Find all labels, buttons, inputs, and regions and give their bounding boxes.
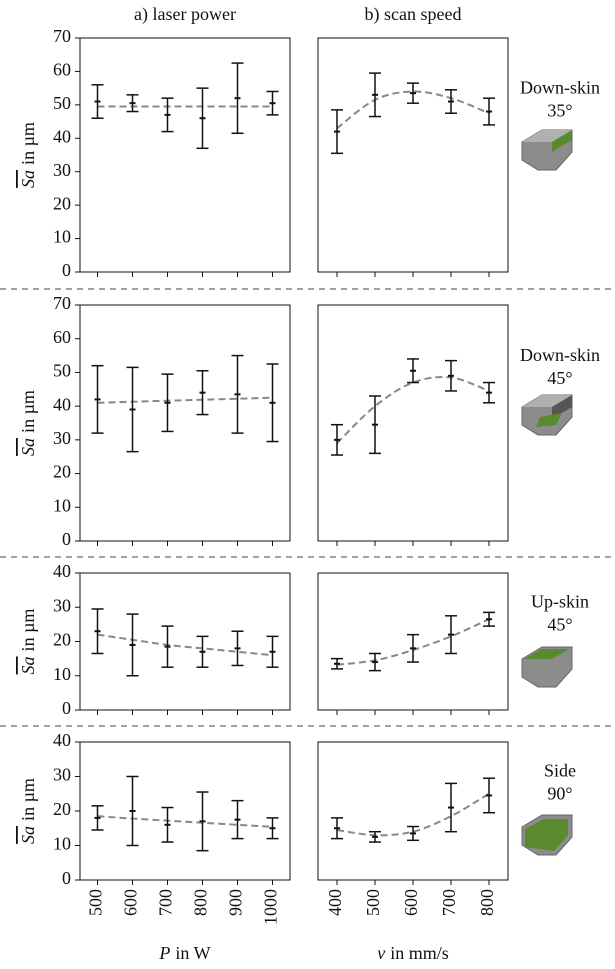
y-axis-symbol: Sa xyxy=(18,826,38,844)
y-tick-label: 20 xyxy=(53,799,71,819)
plot-frame xyxy=(317,37,509,273)
y-tick-label: 20 xyxy=(53,462,71,482)
row-label: 45° xyxy=(547,614,572,634)
plot-frame xyxy=(79,37,291,273)
row-label: 45° xyxy=(547,368,572,388)
y-axis-label: Sa in µm xyxy=(18,778,38,844)
fit-line xyxy=(97,633,273,657)
x-tick-label: 700 xyxy=(156,889,176,916)
x-tick-label: 800 xyxy=(477,889,497,916)
fit-line xyxy=(336,90,490,130)
plot-frame xyxy=(79,741,291,881)
row-label: Down-skin xyxy=(520,345,600,365)
specimen-icon xyxy=(521,814,573,856)
y-tick-label: 70 xyxy=(53,26,71,46)
plot-frame xyxy=(317,741,509,881)
y-tick-label: 0 xyxy=(62,529,71,549)
specimen-icon xyxy=(521,646,573,688)
y-axis-unit: in µm xyxy=(18,390,38,433)
row-label: Side xyxy=(544,760,576,780)
y-axis-unit: in µm xyxy=(18,122,38,165)
fit-line xyxy=(336,792,490,837)
x-tick-label: 1000 xyxy=(261,889,281,925)
y-tick-label: 30 xyxy=(53,765,71,785)
y-axis-label: Sa in µm xyxy=(18,390,38,456)
y-tick-label: 20 xyxy=(53,193,71,213)
y-tick-label: 60 xyxy=(53,327,71,347)
fit-line xyxy=(336,376,490,444)
row-label: 35° xyxy=(547,101,572,121)
x-tick-label: 900 xyxy=(226,889,246,916)
x-tick-label: 600 xyxy=(401,889,421,916)
y-tick-label: 30 xyxy=(53,160,71,180)
y-axis-symbol: Sa xyxy=(18,656,38,674)
specimen-icon xyxy=(521,129,573,171)
y-tick-label: 10 xyxy=(53,834,71,854)
x-axis-unit: in mm/s xyxy=(390,943,449,963)
y-axis-unit: in µm xyxy=(18,778,38,821)
y-tick-label: 0 xyxy=(62,698,71,718)
x-tick-label: 600 xyxy=(121,889,141,916)
x-axis-unit: in W xyxy=(175,943,210,963)
x-tick-label: 400 xyxy=(325,889,345,916)
plot-frame xyxy=(317,304,509,542)
y-tick-label: 20 xyxy=(53,630,71,650)
y-axis-symbol: Sa xyxy=(18,170,38,188)
y-tick-label: 40 xyxy=(53,561,71,581)
column-title: b) scan speed xyxy=(365,4,462,25)
y-axis-label: Sa in µm xyxy=(18,122,38,188)
row-label: Up-skin xyxy=(531,591,589,611)
plot-frame xyxy=(79,572,291,711)
fit-line xyxy=(97,396,273,404)
x-tick-label: 800 xyxy=(191,889,211,916)
x-axis-label: v in mm/s xyxy=(377,943,449,963)
y-tick-label: 50 xyxy=(53,93,71,113)
x-tick-label: 700 xyxy=(439,889,459,916)
y-tick-label: 10 xyxy=(53,495,71,515)
y-tick-label: 0 xyxy=(62,868,71,888)
y-tick-label: 60 xyxy=(53,60,71,80)
x-axis-symbol: v xyxy=(377,943,385,963)
y-tick-label: 0 xyxy=(62,260,71,280)
column-title: a) laser power xyxy=(134,4,236,25)
x-tick-label: 500 xyxy=(363,889,383,916)
y-tick-label: 40 xyxy=(53,126,71,146)
y-axis-symbol: Sa xyxy=(18,438,38,456)
x-tick-label: 500 xyxy=(86,889,106,916)
specimen-icon xyxy=(521,394,573,436)
y-tick-label: 30 xyxy=(53,428,71,448)
row-label: 90° xyxy=(547,783,572,803)
x-axis-symbol: P xyxy=(158,943,170,963)
y-tick-label: 30 xyxy=(53,595,71,615)
y-tick-label: 50 xyxy=(53,361,71,381)
plot-frame xyxy=(79,304,291,542)
y-tick-label: 10 xyxy=(53,227,71,247)
y-tick-label: 40 xyxy=(53,730,71,750)
y-tick-label: 70 xyxy=(53,293,71,313)
y-axis-label: Sa in µm xyxy=(18,609,38,675)
y-axis-unit: in µm xyxy=(18,609,38,652)
y-tick-label: 10 xyxy=(53,664,71,684)
fit-line xyxy=(97,815,273,828)
row-label: Down-skin xyxy=(520,78,600,98)
y-tick-label: 40 xyxy=(53,394,71,414)
